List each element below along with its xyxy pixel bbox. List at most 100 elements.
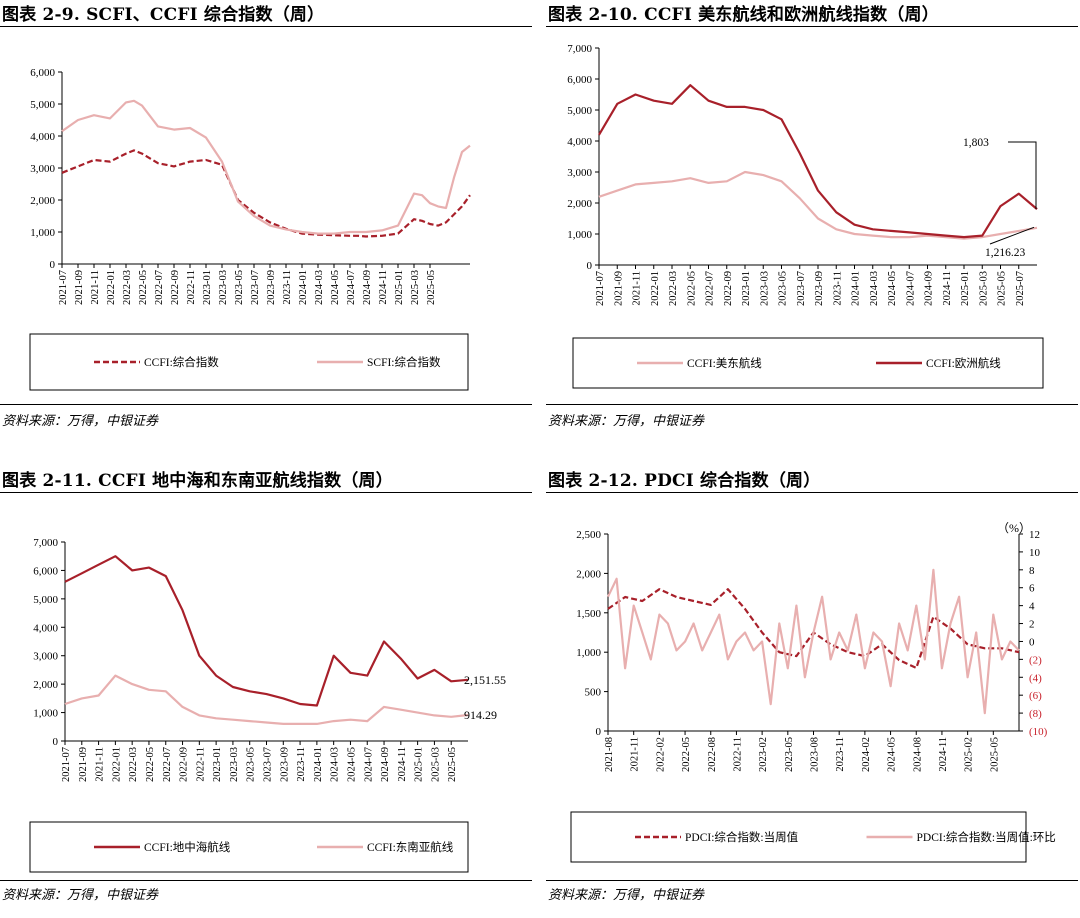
annotation-leader	[989, 226, 1035, 245]
x-tick-label: 2021-09	[74, 270, 85, 305]
annotation-label: 2,151.55	[464, 673, 506, 687]
x-tick-label: 2022-05	[138, 270, 149, 305]
x-tick-label: 2023-03	[229, 747, 240, 782]
x-tick-label: 2025-05	[447, 747, 458, 782]
x-tick-label: 2025-03	[978, 271, 989, 306]
x-tick-label: 2022-01	[650, 271, 661, 306]
x-tick-label: 2024-02	[861, 737, 872, 772]
x-tick-label: 2021-09	[78, 747, 89, 782]
x-tick-label: 2025-03	[430, 747, 441, 782]
y2-tick-label: (4)	[1029, 672, 1042, 684]
x-tick-label: 2025-05	[997, 271, 1008, 306]
chart-svg: 0 1,000 2,000 3,000 4,000 5,000 6,000 2021-07 20…	[29, 67, 471, 391]
x-tick-label: 2021-07	[595, 271, 606, 306]
series-line	[64, 555, 469, 707]
x-tick-label: 2023-03	[759, 271, 770, 306]
series-line	[598, 170, 1038, 240]
y2-tick-label: (6)	[1029, 690, 1042, 702]
y-tick-label: 0	[596, 726, 602, 738]
y2-tick-label: (8)	[1029, 708, 1042, 720]
source-rule	[546, 404, 1078, 405]
y-tick-label: 5,000	[30, 99, 55, 111]
x-tick-label: 2021-11	[630, 737, 641, 772]
y-tick-label: 1,500	[576, 608, 601, 620]
y-tick-label: 5,000	[567, 105, 592, 117]
source-rule	[0, 880, 532, 881]
annotation-label: 1,216.23	[985, 247, 1026, 259]
title-rule	[546, 492, 1078, 493]
x-tick-label: 2022-05	[145, 747, 156, 782]
x-tick-label: 2024-05	[346, 747, 357, 782]
y-tick-label: 1,000	[576, 647, 601, 659]
x-tick-label: 2023-11	[835, 737, 846, 772]
chart-source: 资料来源：万得，中银证券	[2, 414, 159, 429]
x-tick-label: 2023-05	[778, 271, 789, 306]
x-tick-label: 2022-05	[681, 737, 692, 772]
x-tick-label: 2023-11	[282, 270, 293, 305]
x-tick-label: 2022-07	[162, 747, 173, 782]
y2-unit-label: （%）	[997, 521, 1031, 535]
series-line	[607, 568, 1020, 715]
x-tick-label: 2024-01	[851, 271, 862, 306]
source-rule	[546, 880, 1078, 881]
x-tick-label: 2021-07	[61, 747, 72, 782]
x-tick-label: 2024-07	[905, 271, 916, 306]
x-tick-label: 2021-11	[90, 270, 101, 305]
x-tick-label: 2022-01	[106, 270, 117, 305]
x-tick-label: 2024-03	[869, 271, 880, 306]
y-tick-label: 7,000	[567, 43, 592, 55]
x-tick-label: 2024-07	[363, 747, 374, 782]
chart-title: 图表 2-10. CCFI 美东航线和欧洲航线指数（周）	[548, 5, 939, 25]
x-tick-label: 2024-05	[330, 270, 341, 305]
x-tick-label: 2022-01	[111, 747, 122, 782]
chart-panel-scfi-ccfi: 图表 2-9. SCFI、CCFI 综合指数（周） 0 1,000 2,000 3,0…	[0, 0, 534, 452]
x-tick-label: 2025-07	[1015, 271, 1026, 306]
y-tick-label: 1,000	[33, 708, 58, 720]
y2-tick-label: 4	[1029, 601, 1035, 613]
x-tick-label: 2022-11	[732, 737, 743, 772]
legend-label: CCFI:东南亚航线	[367, 840, 454, 854]
y-tick-label: 500	[585, 687, 602, 699]
x-tick-label: 2025-05	[989, 737, 1000, 772]
chart-title: 图表 2-12. PDCI 综合指数（周）	[548, 471, 821, 491]
x-tick-label: 2021-11	[95, 747, 106, 782]
x-tick-label: 2024-05	[887, 271, 898, 306]
annotation-leader	[1008, 141, 1037, 210]
legend-label: PDCI:综合指数:当周值	[685, 830, 799, 844]
x-tick-label: 2025-01	[960, 271, 971, 306]
y-tick-label: 1,000	[567, 229, 592, 241]
x-tick-label: 2024-01	[298, 270, 309, 305]
x-tick-label: 2024-01	[313, 747, 324, 782]
x-tick-label: 2022-02	[655, 737, 666, 772]
chart-svg: 0 500 1,000 1,500 2,000 2,500 12 10 8 6 4 2 0 (2) (4) (…	[570, 521, 1056, 863]
source-rule	[0, 404, 532, 405]
x-tick-label: 2022-07	[705, 271, 716, 306]
x-tick-label: 2025-03	[410, 270, 421, 305]
y-tick-label: 6,000	[567, 74, 592, 86]
chart-panel-pdci: 图表 2-12. PDCI 综合指数（周） 0 500 1,000 1,500 2,00…	[546, 466, 1080, 918]
x-tick-label: 2024-09	[924, 271, 935, 306]
y-tick-label: 4,000	[30, 131, 55, 143]
x-tick-label: 2024-08	[912, 737, 923, 772]
x-tick-label: 2022-09	[170, 270, 181, 305]
x-tick-label: 2023-01	[202, 270, 213, 305]
x-tick-label: 2022-09	[723, 271, 734, 306]
x-tick-label: 2023-03	[218, 270, 229, 305]
chart-title: 图表 2-9. SCFI、CCFI 综合指数（周）	[2, 5, 325, 25]
legend-label: CCFI:欧洲航线	[926, 356, 1001, 370]
x-tick-label: 2022-03	[128, 747, 139, 782]
y2-tick-label: (2)	[1029, 654, 1042, 666]
x-tick-label: 2024-09	[380, 747, 391, 782]
y-tick-label: 7,000	[33, 537, 58, 549]
x-tick-label: 2024-05	[887, 737, 898, 772]
y-tick-label: 6,000	[30, 67, 55, 79]
x-tick-label: 2022-03	[668, 271, 679, 306]
x-tick-label: 2024-07	[346, 270, 357, 305]
title-rule	[546, 26, 1078, 27]
chart-svg: 0 1,000 2,000 3,000 4,000 5,000 6,000 7,000 2021…	[567, 43, 1044, 389]
x-tick-label: 2024-11	[397, 747, 408, 782]
x-tick-label: 2023-01	[212, 747, 223, 782]
x-tick-label: 2023-09	[266, 270, 277, 305]
y-tick-label: 2,000	[30, 195, 55, 207]
legend-label: CCFI:地中海航线	[144, 840, 231, 854]
